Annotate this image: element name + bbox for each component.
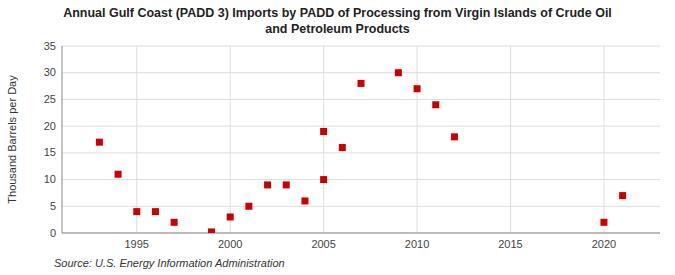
point [339, 144, 346, 151]
point [171, 219, 178, 226]
points [96, 69, 626, 233]
y-tick-label: 10 [44, 173, 56, 185]
y-grid-line [62, 72, 660, 73]
x-axis-line [62, 233, 660, 234]
y-tick-label: 20 [44, 120, 56, 132]
point [414, 85, 421, 92]
point [208, 228, 215, 233]
x-grid-line [136, 46, 137, 233]
x-grid-line [323, 46, 324, 233]
y-tick-label: 25 [44, 93, 56, 105]
point [358, 80, 365, 87]
source: Source: U.S. Energy Information Administ… [54, 257, 285, 269]
x-tick-label: 2015 [498, 238, 522, 250]
chart: Annual Gulf Coast (PADD 3) Imports by PA… [0, 0, 675, 275]
y-tick-label: 15 [44, 146, 56, 158]
y-tick-label: 0 [50, 227, 56, 239]
point [619, 192, 626, 199]
y-grid-line [62, 126, 660, 127]
title-line: Annual Gulf Coast (PADD 3) Imports by PA… [63, 6, 612, 20]
y-grid-line [62, 152, 660, 153]
x-grid-line [230, 46, 231, 233]
x-grid-line [510, 46, 511, 233]
y-tick-label: 35 [44, 40, 56, 52]
point [451, 133, 458, 140]
point [152, 208, 159, 215]
point [301, 197, 308, 204]
y-axis-label: Thousand Barrels per Day [6, 75, 18, 204]
point [133, 208, 140, 215]
point [283, 181, 290, 188]
y-grid-line [62, 233, 660, 234]
y-grid-line [62, 46, 660, 47]
point [432, 101, 439, 108]
point [245, 203, 252, 210]
title-line: and Petroleum Products [265, 22, 410, 36]
title: Annual Gulf Coast (PADD 3) Imports by PA… [63, 6, 612, 36]
x-tick-label: 2005 [311, 238, 335, 250]
x-tick-label: 2020 [592, 238, 616, 250]
x-tick-label: 1995 [125, 238, 149, 250]
point [600, 219, 607, 226]
y-grid-line [62, 99, 660, 100]
point [320, 176, 327, 183]
x-tick-label: 2010 [405, 238, 429, 250]
x-tick-label: 2000 [218, 238, 242, 250]
point [96, 139, 103, 146]
x-grid-line [417, 46, 418, 233]
y-tick-label: 30 [44, 66, 56, 78]
y-grid-line [62, 179, 660, 180]
x-grid-line [603, 46, 604, 233]
point [320, 128, 327, 135]
y-axis-line [62, 46, 63, 233]
point [227, 213, 234, 220]
point [115, 171, 122, 178]
y-grid-line [62, 206, 660, 207]
point [264, 181, 271, 188]
y-tick-label: 5 [50, 200, 56, 212]
point [395, 69, 402, 76]
